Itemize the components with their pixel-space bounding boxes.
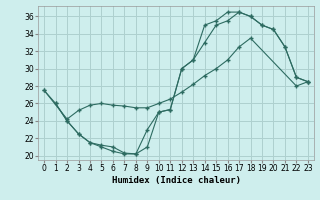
X-axis label: Humidex (Indice chaleur): Humidex (Indice chaleur): [111, 176, 241, 185]
